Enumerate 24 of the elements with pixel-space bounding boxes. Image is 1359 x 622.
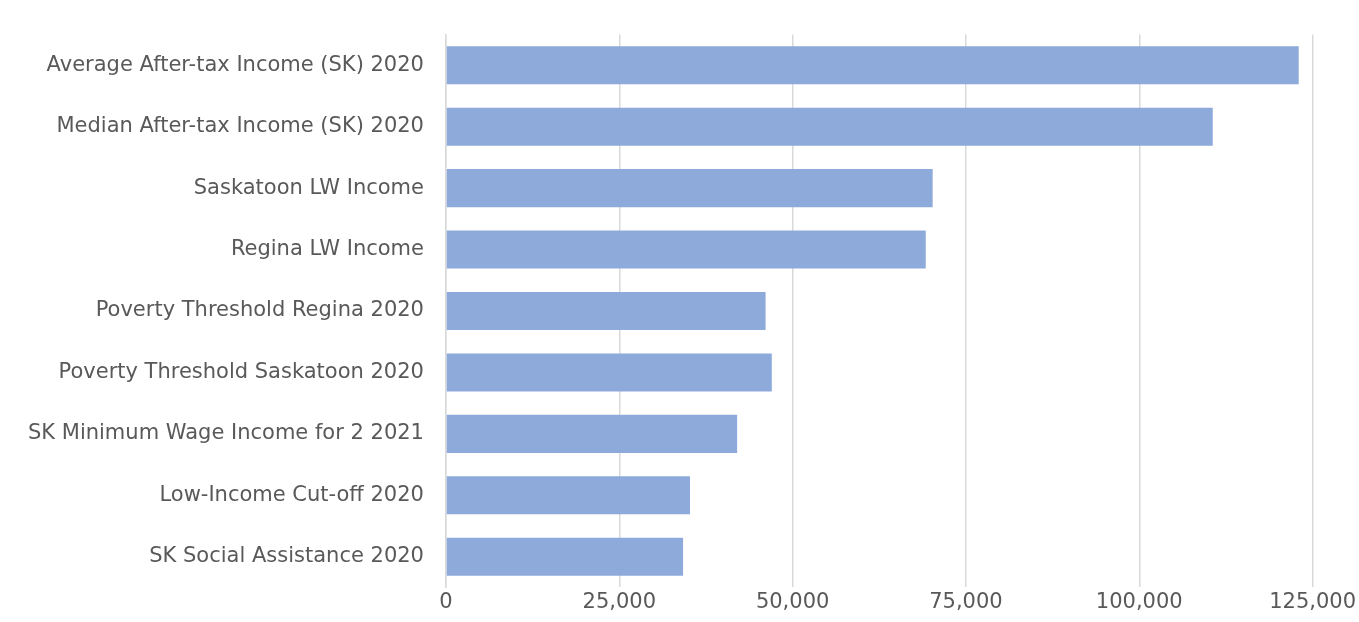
bar [446, 537, 684, 576]
x-tick-label: 75,000 [929, 589, 1003, 614]
y-tick-label: Median After-tax Income (SK) 2020 [56, 113, 424, 138]
bar [446, 414, 738, 453]
x-tick-label: 0 [439, 589, 453, 614]
y-tick-label: Average After-tax Income (SK) 2020 [46, 51, 424, 76]
y-tick-label: SK Minimum Wage Income for 2 2021 [28, 420, 424, 445]
y-tick-label: Regina LW Income [230, 236, 424, 261]
x-tick-label: 100,000 [1095, 589, 1183, 614]
y-tick-label: SK Social Assistance 2020 [149, 543, 424, 568]
y-tick-label: Saskatoon LW Income [193, 174, 424, 199]
x-tick-label: 25,000 [582, 589, 657, 614]
bar [446, 476, 690, 515]
x-tick-label: 125,000 [1269, 589, 1356, 614]
bar [446, 46, 1299, 85]
y-tick-label: Poverty Threshold Saskatoon 2020 [58, 358, 424, 383]
y-tick-label: Low-Income Cut-off 2020 [159, 481, 424, 506]
y-tick-label: Poverty Threshold Regina 2020 [95, 297, 424, 322]
bar [446, 291, 766, 331]
bar [446, 230, 926, 269]
bar [446, 169, 933, 208]
bar [446, 107, 1213, 146]
bar [446, 353, 772, 392]
x-tick-label: 50,000 [755, 589, 830, 614]
